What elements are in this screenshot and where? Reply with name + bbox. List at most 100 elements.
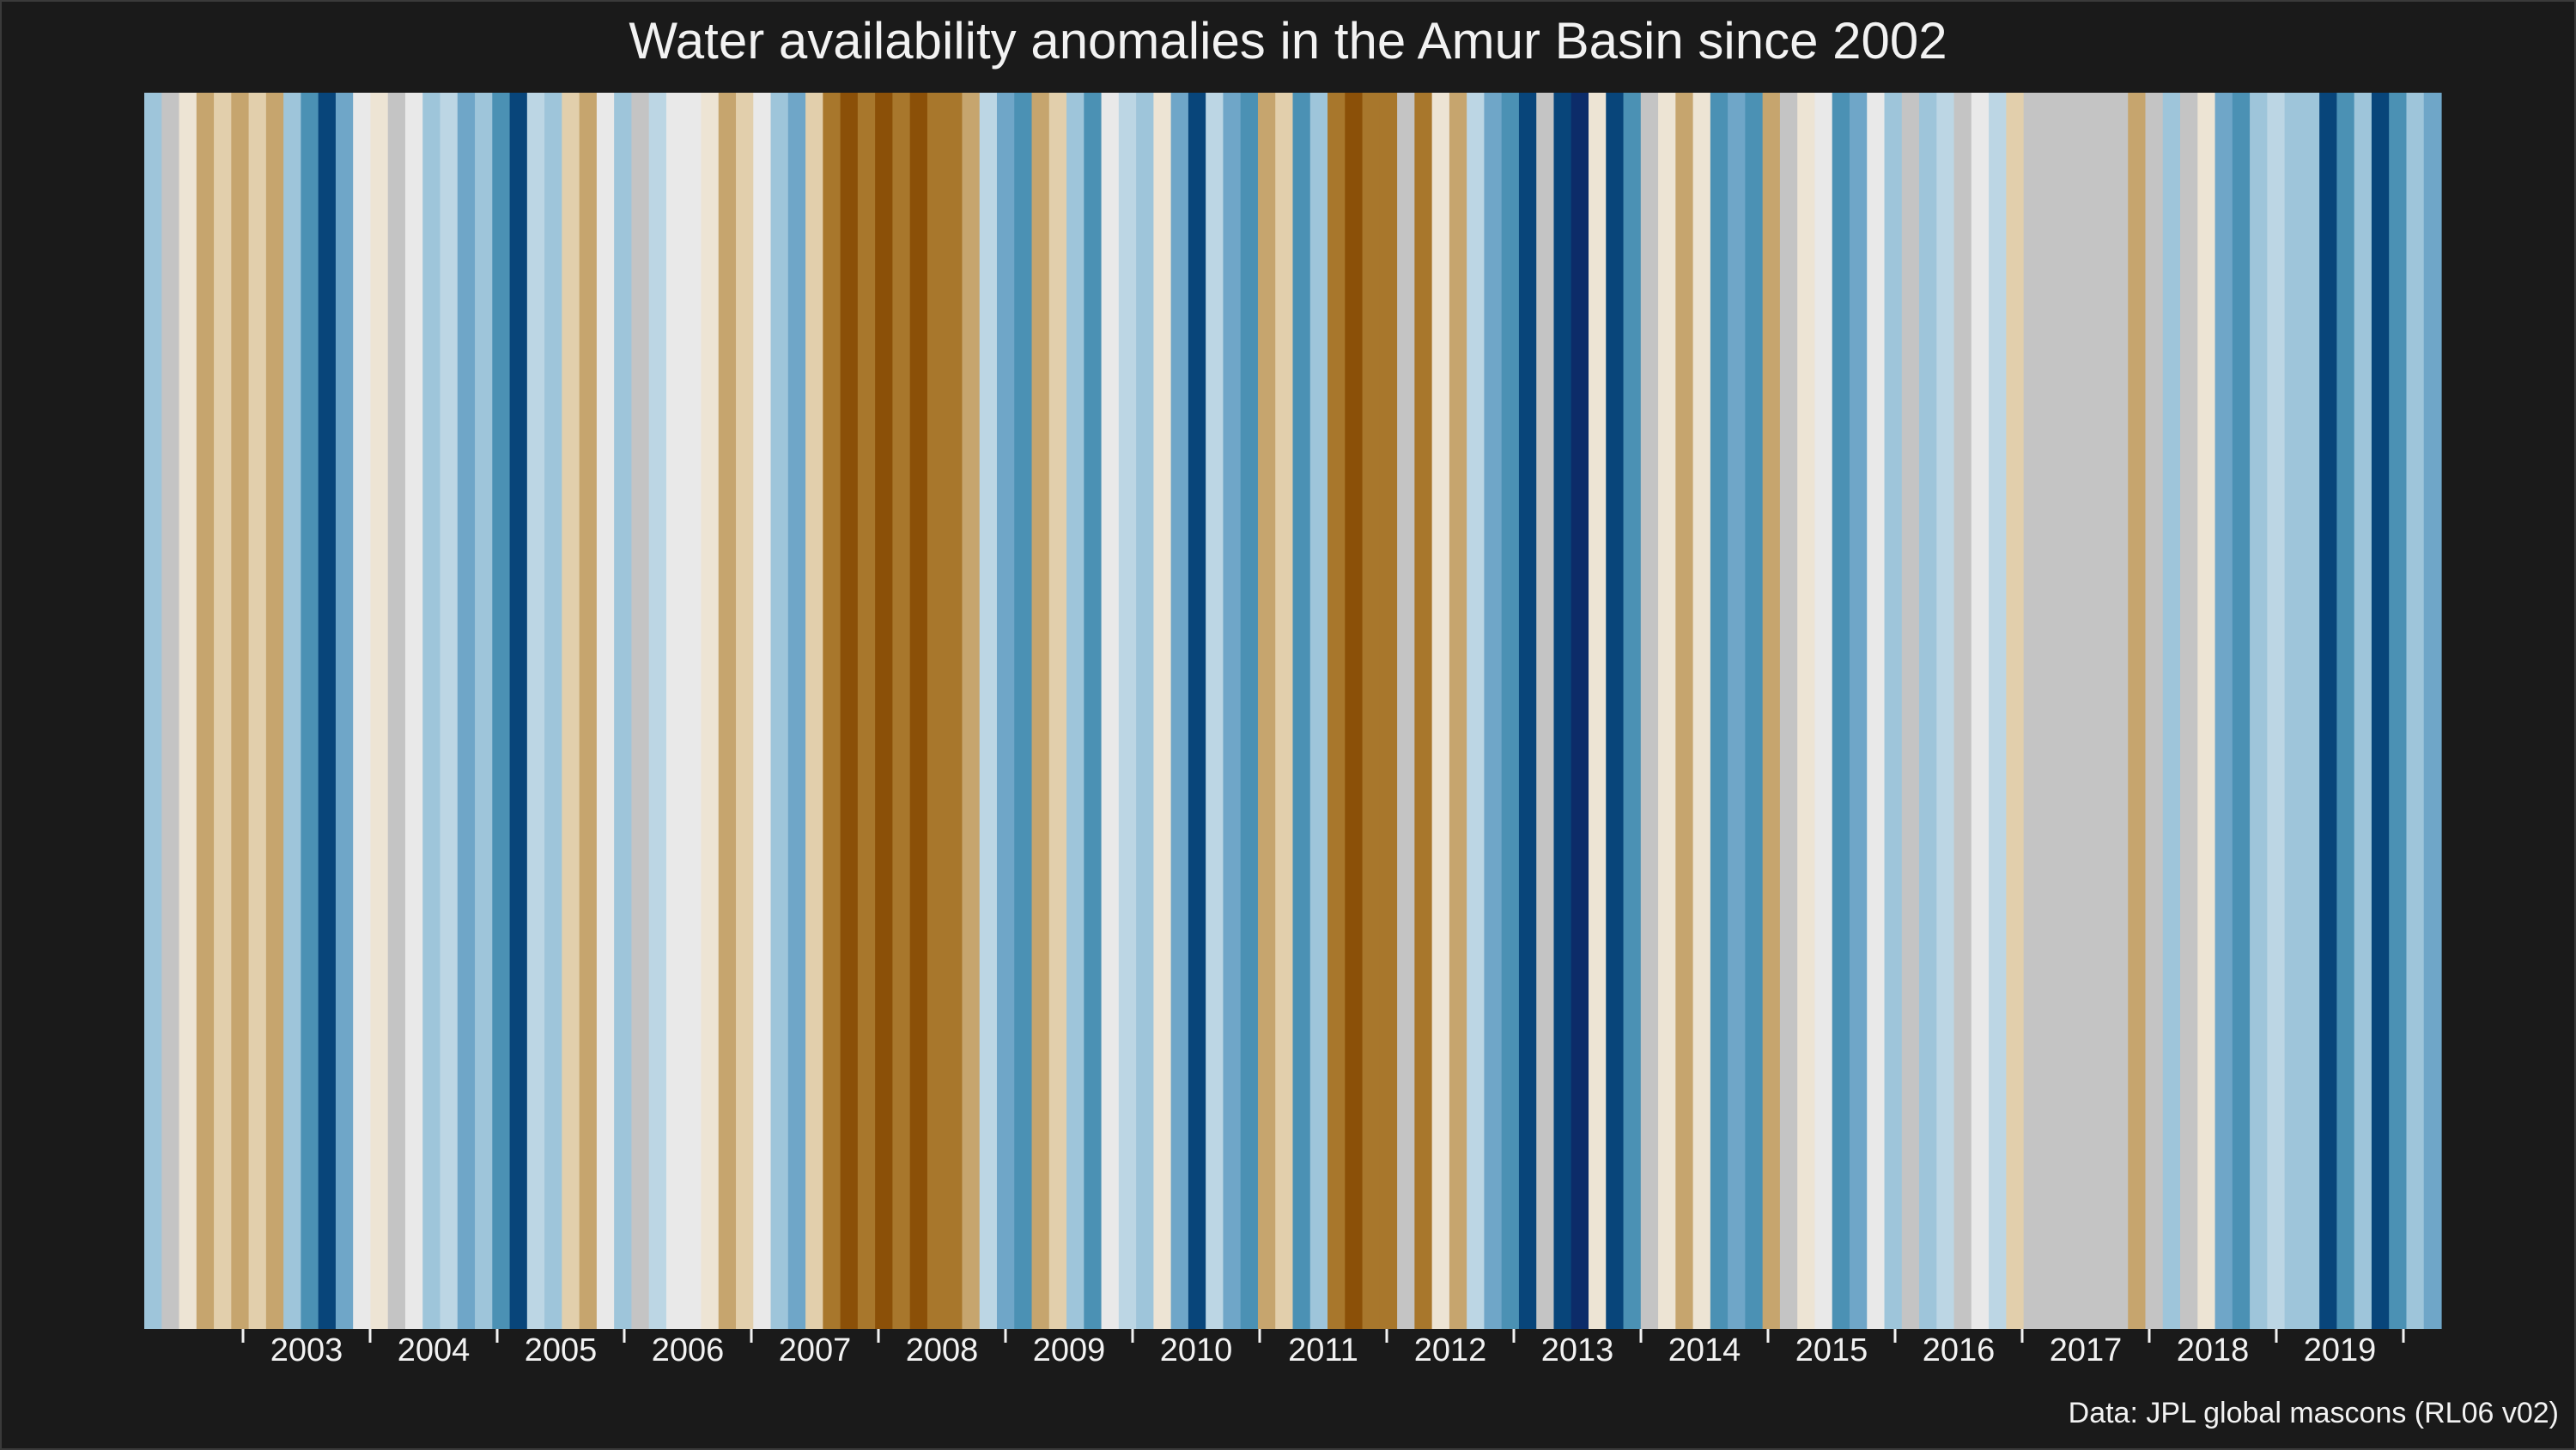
stripe <box>909 93 928 1329</box>
stripe <box>1901 93 1920 1329</box>
stripe <box>1084 93 1103 1329</box>
x-tick-label: 2009 <box>1033 1332 1106 1368</box>
stripe <box>892 93 911 1329</box>
stripe <box>805 93 823 1329</box>
stripe <box>353 93 372 1329</box>
stripe <box>1484 93 1503 1329</box>
stripe <box>1292 93 1311 1329</box>
chart-title: Water availability anomalies in the Amur… <box>629 12 1947 70</box>
stripe <box>1971 93 1990 1329</box>
data-source-caption: Data: JPL global mascons (RL06 v02) <box>2068 1397 2559 1429</box>
stripe <box>1762 93 1781 1329</box>
stripe <box>2284 93 2303 1329</box>
stripe <box>1936 93 1955 1329</box>
stripe <box>1589 93 1607 1329</box>
stripe <box>1397 93 1415 1329</box>
stripe <box>231 93 250 1329</box>
stripe <box>544 93 562 1329</box>
stripe <box>283 93 301 1329</box>
stripe <box>1518 93 1537 1329</box>
stripe <box>1449 93 1467 1329</box>
stripe <box>1989 93 2007 1329</box>
x-tick-label: 2019 <box>2304 1332 2377 1368</box>
stripe <box>1014 93 1033 1329</box>
stripe <box>979 93 998 1329</box>
stripe <box>683 93 702 1329</box>
stripe <box>370 93 389 1329</box>
stripe <box>1675 93 1694 1329</box>
stripe <box>1728 93 1746 1329</box>
stripe <box>214 93 232 1329</box>
stripe <box>1066 93 1084 1329</box>
stripe <box>1710 93 1728 1329</box>
x-tick-label: 2005 <box>525 1332 598 1368</box>
stripe <box>2180 93 2198 1329</box>
stripe <box>1414 93 1433 1329</box>
stripe <box>1327 93 1346 1329</box>
stripe <box>736 93 754 1329</box>
stripe <box>1031 93 1050 1329</box>
stripe <box>1345 93 1364 1329</box>
stripe <box>1309 93 1328 1329</box>
stripe <box>1692 93 1711 1329</box>
stripe <box>1953 93 1972 1329</box>
stripe <box>2215 93 2233 1329</box>
stripe <box>1623 93 1642 1329</box>
stripe <box>161 93 180 1329</box>
stripe <box>318 93 337 1329</box>
stripe <box>2162 93 2181 1329</box>
stripe <box>457 93 476 1329</box>
stripe <box>2075 93 2094 1329</box>
stripe <box>2128 93 2147 1329</box>
x-tick-label: 2017 <box>2050 1332 2123 1368</box>
stripe <box>2197 93 2216 1329</box>
stripe <box>1257 93 1276 1329</box>
x-axis-ticks: 2003 2004 2005 2006 2007 2008 2009 2010 2011 2012… <box>241 1329 2405 1368</box>
stripe <box>2023 93 2042 1329</box>
stripe <box>2093 93 2111 1329</box>
stripe <box>475 93 493 1329</box>
stripe <box>2250 93 2268 1329</box>
stripe <box>1467 93 1485 1329</box>
stripe <box>1153 93 1172 1329</box>
stripe <box>1240 93 1259 1329</box>
x-tick-label: 2014 <box>1668 1332 1741 1368</box>
stripe <box>2145 93 2164 1329</box>
stripe <box>2058 93 2077 1329</box>
stripe <box>1832 93 1850 1329</box>
stripe <box>579 93 598 1329</box>
stripe <box>2423 93 2442 1329</box>
stripe <box>1606 93 1625 1329</box>
stripe <box>945 93 963 1329</box>
stripe <box>179 93 197 1329</box>
stripe <box>770 93 789 1329</box>
stripe <box>2232 93 2251 1329</box>
stripe <box>248 93 267 1329</box>
stripe <box>1275 93 1294 1329</box>
stripe <box>422 93 441 1329</box>
stripe <box>2319 93 2338 1329</box>
stripe <box>631 93 650 1329</box>
stripe <box>2267 93 2286 1329</box>
x-tick-label: 2012 <box>1414 1332 1487 1368</box>
x-tick-label: 2016 <box>1923 1332 1996 1368</box>
stripe <box>1779 93 1798 1329</box>
stripe <box>335 93 354 1329</box>
stripe <box>440 93 459 1329</box>
x-tick-label: 2003 <box>270 1332 343 1368</box>
stripe <box>1884 93 1903 1329</box>
x-tick-label: 2004 <box>398 1332 471 1368</box>
stripe <box>1849 93 1868 1329</box>
stripe <box>2336 93 2355 1329</box>
x-tick-label: 2006 <box>652 1332 725 1368</box>
stripe <box>509 93 528 1329</box>
stripe <box>2040 93 2059 1329</box>
stripe <box>1867 93 1886 1329</box>
stripe <box>196 93 215 1329</box>
stripe <box>1118 93 1137 1329</box>
stripe <box>2110 93 2129 1329</box>
stripe <box>144 93 162 1329</box>
stripe <box>2389 93 2408 1329</box>
stripe <box>665 93 684 1329</box>
